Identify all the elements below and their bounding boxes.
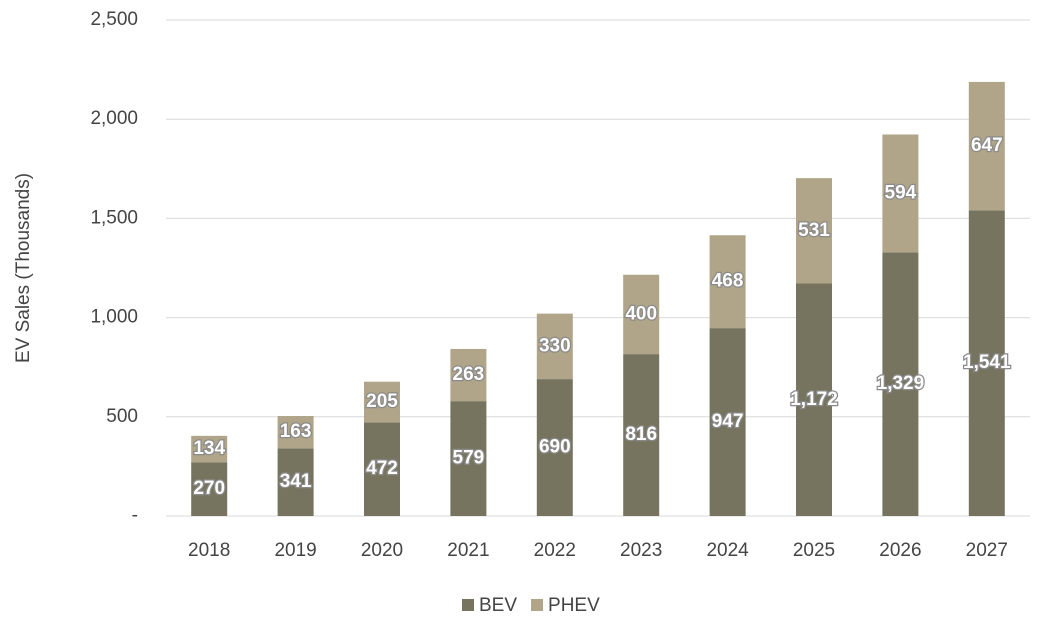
y-tick-label: 2,500 xyxy=(90,9,138,30)
data-label: 1,172 xyxy=(790,389,838,410)
bar-segment xyxy=(450,401,487,516)
data-label: 468 xyxy=(712,271,744,292)
x-tick-label: 2021 xyxy=(447,540,489,561)
bar-segment xyxy=(536,313,573,380)
legend-swatch xyxy=(462,599,474,611)
x-tick-label: 2026 xyxy=(879,540,921,561)
y-tick-label: 500 xyxy=(106,406,138,427)
y-axis-label: EV Sales (Thousands) xyxy=(13,173,34,363)
bar-segment xyxy=(796,178,832,284)
x-tick-label: 2018 xyxy=(188,540,230,561)
data-label: 263 xyxy=(453,364,485,385)
data-label: 690 xyxy=(539,437,571,458)
data-label: 134 xyxy=(193,438,225,459)
data-label: 647 xyxy=(971,135,1003,156)
bar-segment xyxy=(536,379,573,516)
y-tick-label: - xyxy=(132,505,138,526)
bar-segment xyxy=(364,381,400,423)
data-label: 1,329 xyxy=(877,373,925,394)
x-tick-label: 2027 xyxy=(966,540,1008,561)
bar-segment xyxy=(882,134,919,253)
bar-segment xyxy=(277,448,314,516)
x-tick-label: 2022 xyxy=(534,540,576,561)
data-label: 1,541 xyxy=(963,352,1011,373)
bar-segment xyxy=(623,274,660,355)
data-label: 341 xyxy=(280,471,312,492)
y-tick-label: 1,500 xyxy=(90,207,138,228)
data-label: 816 xyxy=(625,424,657,445)
bar-segment xyxy=(191,435,228,463)
bar-segment xyxy=(968,81,1005,211)
data-label: 163 xyxy=(280,421,312,442)
legend-label: BEV xyxy=(479,595,517,616)
data-label: 270 xyxy=(193,478,225,499)
x-tick-label: 2025 xyxy=(793,540,835,561)
bar-segment xyxy=(364,422,400,516)
bar-segment xyxy=(709,328,746,516)
legend-label: PHEV xyxy=(548,595,600,616)
bar-segment xyxy=(277,416,314,449)
data-label: 472 xyxy=(366,458,398,479)
bar-segment xyxy=(968,210,1005,516)
data-label: 330 xyxy=(539,335,571,356)
bar-segment xyxy=(623,354,660,516)
y-tick-label: 2,000 xyxy=(90,108,138,129)
bar-segment xyxy=(709,235,746,329)
x-tick-label: 2020 xyxy=(361,540,403,561)
y-tick-label: 1,000 xyxy=(90,307,138,328)
data-label: 205 xyxy=(366,391,398,412)
bar-segment xyxy=(450,348,487,402)
data-label: 947 xyxy=(712,411,744,432)
x-tick-label: 2023 xyxy=(620,540,662,561)
data-label: 531 xyxy=(798,220,830,241)
bar-segment xyxy=(882,252,919,516)
legend-swatch xyxy=(531,599,544,611)
data-label: 594 xyxy=(885,182,917,203)
x-tick-label: 2024 xyxy=(706,540,749,561)
x-tick-label: 2019 xyxy=(274,540,316,561)
data-label: 400 xyxy=(625,303,657,324)
bar-segment xyxy=(796,283,832,516)
bar-segment xyxy=(191,462,228,516)
data-label: 579 xyxy=(453,448,485,469)
